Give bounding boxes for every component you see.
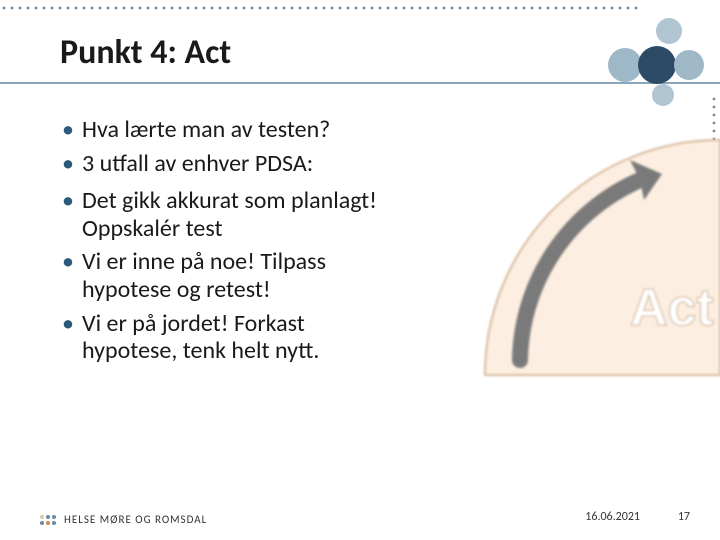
bullet-list: Hva lærte man av testen? 3 utfall av enh… — [60, 116, 380, 371]
slide-number: 17 — [678, 510, 690, 524]
act-label: Act — [630, 279, 714, 337]
act-diagram: Act — [430, 130, 720, 410]
org-name: HELSE MØRE OG ROMSDAL — [64, 513, 207, 526]
slide-footer: HELSE MØRE OG ROMSDAL 16.06.2021 17 — [0, 506, 720, 526]
circle-2 — [608, 48, 642, 82]
corner-circles-decoration — [592, 12, 712, 112]
sub-bullet-item: Vi er inne på noe! Tilpass hypotese og r… — [60, 248, 380, 303]
sub-bullet-list: Det gikk akkurat som planlagt! Oppskalér… — [60, 187, 380, 365]
circle-3 — [638, 46, 676, 84]
circle-5 — [652, 84, 674, 106]
slide-date: 16.06.2021 — [585, 510, 640, 524]
circle-4 — [674, 50, 704, 80]
top-dotted-rule — [0, 6, 720, 10]
bullet-item: 3 utfall av enhver PDSA: — [60, 150, 380, 178]
act-diagram-svg: Act — [430, 130, 720, 410]
org-logo: HELSE MØRE OG ROMSDAL — [40, 513, 207, 526]
slide-title: Punkt 4: Act — [60, 32, 231, 73]
logo-dots-icon — [40, 515, 56, 525]
circle-1 — [656, 18, 682, 44]
bullet-item: Hva lærte man av testen? — [60, 116, 380, 144]
sub-bullet-item: Vi er på jordet! Forkast hypotese, tenk … — [60, 310, 380, 365]
sub-bullet-item: Det gikk akkurat som planlagt! Oppskalér… — [60, 187, 380, 242]
